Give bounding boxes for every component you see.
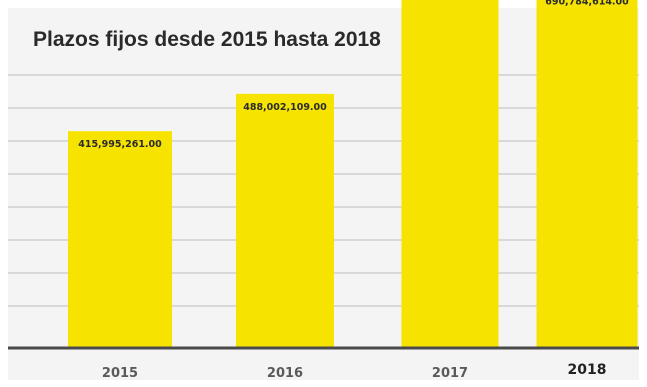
bar-2015 (68, 131, 172, 347)
bars (68, 0, 638, 348)
data-label-2016: 488,002,109.00 (243, 102, 327, 113)
x-tick-2016: 2016 (267, 366, 303, 381)
bar-2017 (401, 0, 499, 348)
x-tick-2015: 2015 (102, 366, 138, 381)
x-tick-2017: 2017 (432, 366, 468, 381)
x-tick-labels: 2015 2016 2017 2018 (102, 362, 607, 381)
data-label-2015: 415,995,261.00 (78, 139, 162, 150)
chart-title: Plazos fijos desde 2015 hasta 2018 (33, 28, 381, 51)
bar-2018 (536, 0, 638, 347)
data-labels: 415,995,261.00488,002,109.00708,182,696.… (78, 0, 629, 150)
x-tick-2018: 2018 (568, 362, 607, 378)
bar-2016 (236, 93, 334, 347)
data-label-2018: 690,784,614.00 (545, 0, 629, 8)
